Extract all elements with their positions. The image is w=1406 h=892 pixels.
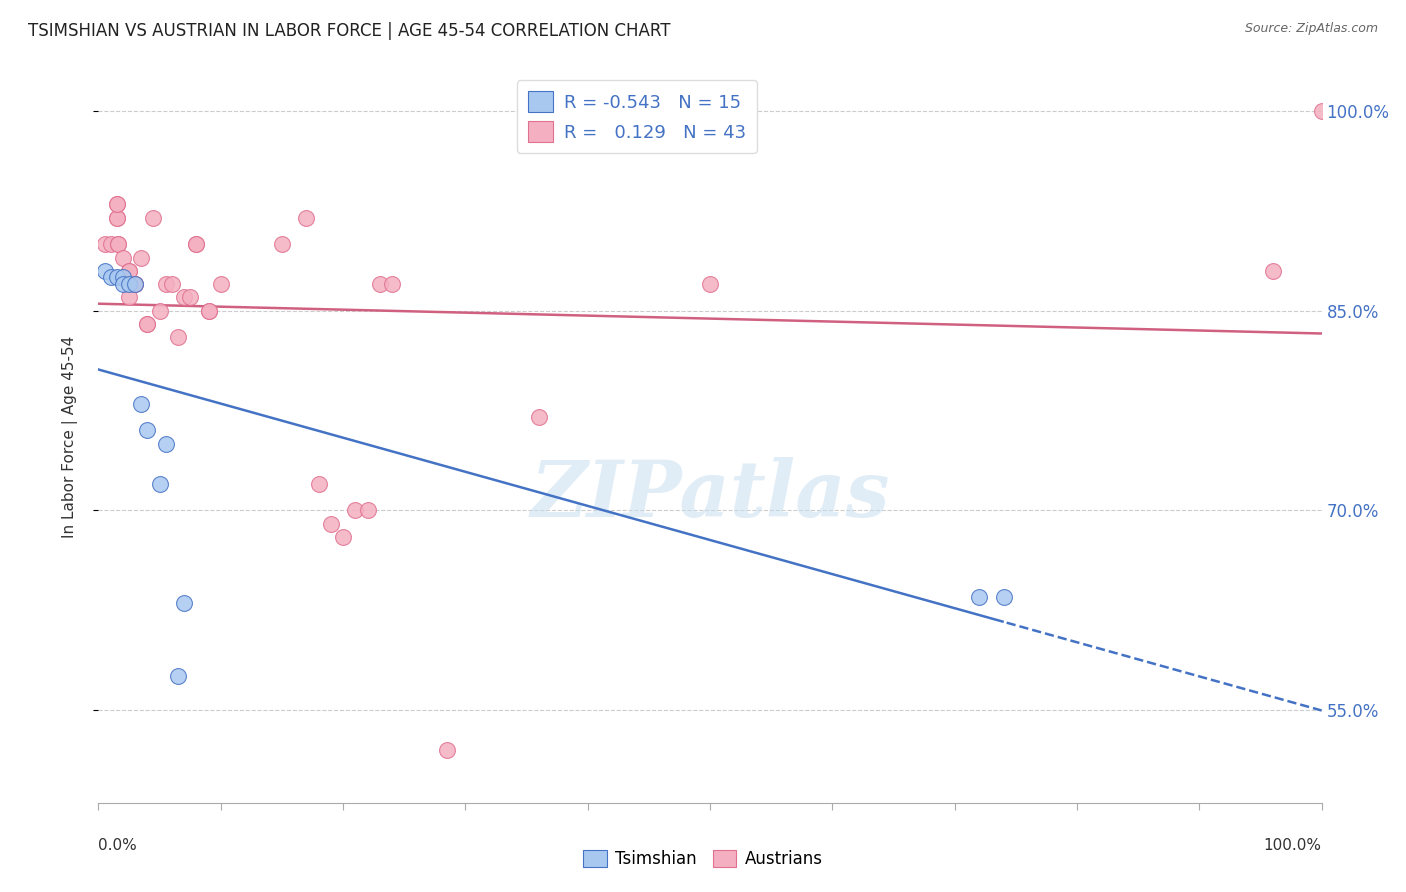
Point bbox=[142, 211, 165, 225]
Point bbox=[105, 211, 128, 225]
Point bbox=[100, 270, 122, 285]
Point bbox=[993, 590, 1015, 604]
Point bbox=[527, 410, 550, 425]
Point bbox=[155, 277, 177, 292]
Point bbox=[136, 424, 159, 438]
Point bbox=[107, 237, 129, 252]
Point bbox=[105, 270, 128, 285]
Point bbox=[436, 742, 458, 756]
Point bbox=[111, 270, 134, 285]
Point bbox=[118, 264, 141, 278]
Point bbox=[155, 436, 177, 450]
Point bbox=[105, 197, 128, 211]
Point bbox=[186, 237, 208, 252]
Point bbox=[93, 237, 115, 252]
Point bbox=[124, 277, 146, 292]
Point bbox=[100, 237, 122, 252]
Text: Source: ZipAtlas.com: Source: ZipAtlas.com bbox=[1244, 22, 1378, 36]
Text: TSIMSHIAN VS AUSTRIAN IN LABOR FORCE | AGE 45-54 CORRELATION CHART: TSIMSHIAN VS AUSTRIAN IN LABOR FORCE | A… bbox=[28, 22, 671, 40]
Point bbox=[308, 476, 330, 491]
Point bbox=[173, 596, 195, 610]
Point bbox=[179, 290, 201, 304]
Text: 0.0%: 0.0% bbox=[98, 838, 138, 854]
Point bbox=[149, 476, 172, 491]
Point bbox=[118, 277, 141, 292]
Point bbox=[197, 303, 219, 318]
Point bbox=[381, 277, 404, 292]
Text: ZIPatlas: ZIPatlas bbox=[530, 458, 890, 533]
Point bbox=[129, 251, 152, 265]
Point bbox=[111, 277, 134, 292]
Point bbox=[136, 317, 159, 331]
Point bbox=[270, 237, 294, 252]
Point bbox=[173, 290, 195, 304]
Point bbox=[129, 397, 152, 411]
Point bbox=[295, 211, 318, 225]
Point bbox=[124, 277, 146, 292]
Text: 100.0%: 100.0% bbox=[1264, 838, 1322, 854]
Point bbox=[107, 237, 129, 252]
Point bbox=[124, 277, 146, 292]
Point bbox=[209, 277, 232, 292]
Point bbox=[118, 290, 141, 304]
Point bbox=[344, 503, 367, 517]
Point bbox=[319, 516, 342, 531]
Y-axis label: In Labor Force | Age 45-54: In Labor Force | Age 45-54 bbox=[62, 336, 77, 538]
Point bbox=[699, 277, 721, 292]
Legend: Tsimshian, Austrians: Tsimshian, Austrians bbox=[576, 843, 830, 875]
Point bbox=[332, 530, 354, 544]
Point bbox=[105, 197, 128, 211]
Point bbox=[160, 277, 183, 292]
Point bbox=[186, 237, 208, 252]
Point bbox=[356, 503, 378, 517]
Point bbox=[111, 251, 134, 265]
Point bbox=[136, 317, 159, 331]
Point bbox=[167, 330, 190, 344]
Point bbox=[167, 669, 190, 683]
Point bbox=[105, 211, 128, 225]
Point bbox=[368, 277, 391, 292]
Legend: R = -0.543   N = 15, R =   0.129   N = 43: R = -0.543 N = 15, R = 0.129 N = 43 bbox=[516, 80, 756, 153]
Point bbox=[1261, 264, 1284, 278]
Point bbox=[1310, 104, 1333, 119]
Point bbox=[118, 264, 141, 278]
Point bbox=[149, 303, 172, 318]
Point bbox=[197, 303, 219, 318]
Point bbox=[967, 590, 990, 604]
Point bbox=[93, 264, 115, 278]
